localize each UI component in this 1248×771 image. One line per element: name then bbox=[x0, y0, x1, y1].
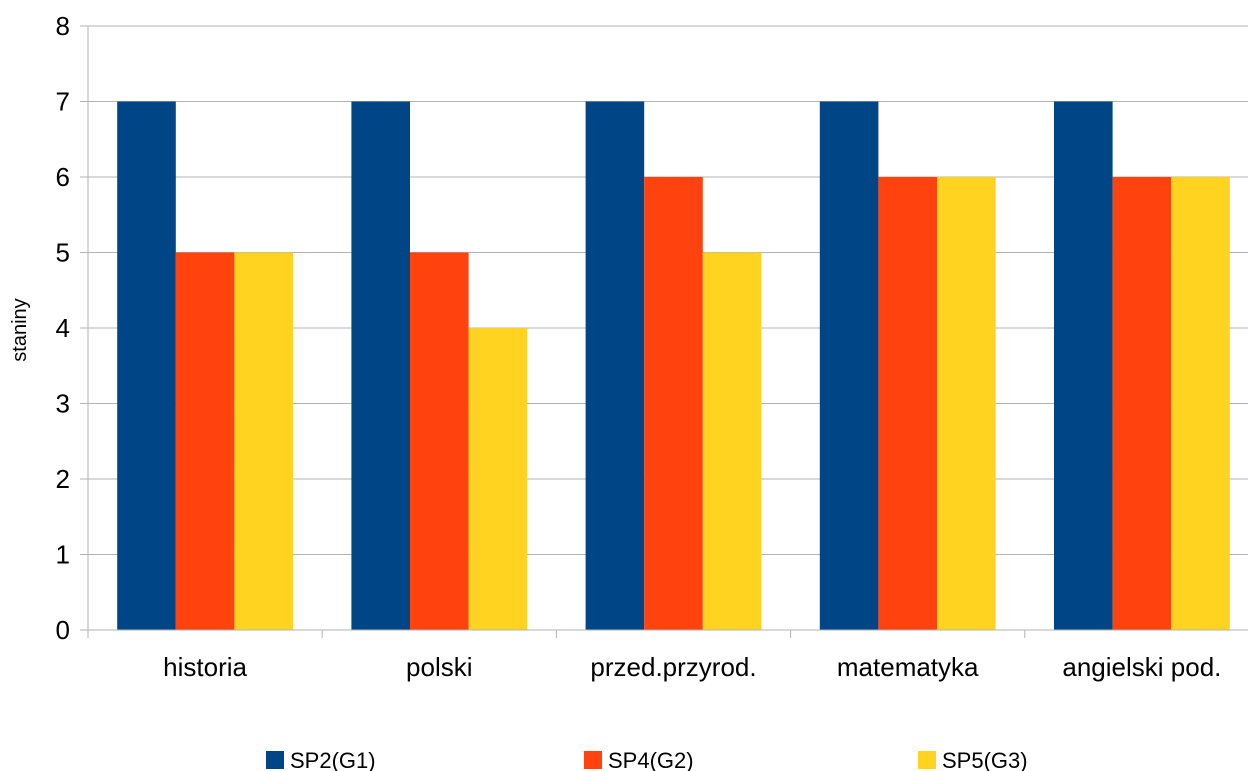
x-category-label: angielski pod. bbox=[1062, 652, 1221, 682]
y-tick-label: 7 bbox=[56, 87, 70, 117]
y-tick-label: 3 bbox=[56, 389, 70, 419]
legend-swatch bbox=[266, 751, 284, 769]
bar bbox=[234, 252, 293, 630]
bar bbox=[1054, 101, 1113, 630]
bar bbox=[351, 101, 410, 630]
legend-label: SP2(G1) bbox=[290, 748, 376, 771]
bar bbox=[819, 101, 879, 630]
legend-label: SP4(G2) bbox=[608, 748, 694, 771]
bar bbox=[175, 252, 235, 630]
bar bbox=[585, 101, 645, 630]
y-tick-label: 1 bbox=[56, 540, 70, 570]
y-tick-label: 5 bbox=[56, 238, 70, 268]
bar bbox=[644, 177, 703, 630]
y-tick-label: 2 bbox=[56, 464, 70, 494]
bar bbox=[702, 252, 762, 630]
legend: SP2(G1) SP4(G2) SP5(G3) bbox=[266, 748, 1028, 771]
x-category-labels: historia polski przed.przyrod. matematyka an… bbox=[163, 652, 1221, 682]
x-category-label: matematyka bbox=[837, 652, 979, 682]
bar bbox=[878, 177, 937, 630]
x-category-label: polski bbox=[406, 652, 472, 682]
y-tick-label: 4 bbox=[56, 313, 70, 343]
y-tick-labels: 0 1 2 3 4 5 6 7 8 bbox=[56, 11, 70, 645]
y-tick-label: 0 bbox=[56, 615, 70, 645]
bar bbox=[468, 328, 528, 630]
legend-label: SP5(G3) bbox=[942, 748, 1028, 771]
legend-swatch bbox=[584, 751, 602, 769]
bar bbox=[1171, 177, 1230, 630]
legend-swatch bbox=[918, 751, 936, 769]
y-tick-label: 6 bbox=[56, 162, 70, 192]
y-axis-label: staniny bbox=[9, 298, 31, 361]
bar bbox=[117, 101, 176, 630]
axes bbox=[80, 25, 1248, 638]
bars bbox=[117, 101, 1230, 630]
bar bbox=[937, 177, 996, 630]
x-category-label: przed.przyrod. bbox=[590, 652, 756, 682]
bar bbox=[410, 252, 469, 630]
y-tick-label: 8 bbox=[56, 11, 70, 41]
bar bbox=[1112, 177, 1172, 630]
x-category-label: historia bbox=[163, 652, 247, 682]
